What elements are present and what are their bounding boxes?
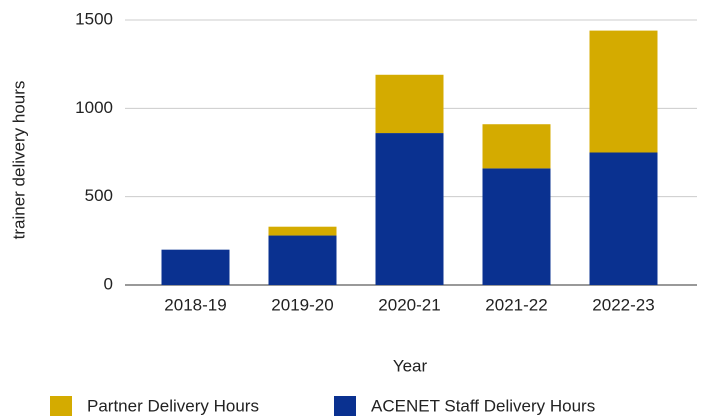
x-tick-label: 2022-23 (592, 295, 654, 314)
bar-segment (161, 249, 230, 285)
legend-label: Partner Delivery Hours (87, 396, 259, 415)
legend-label: ACENET Staff Delivery Hours (371, 396, 595, 415)
x-tick-label: 2020-21 (378, 295, 440, 314)
bar-segment (268, 226, 337, 236)
y-tick-label: 0 (104, 274, 113, 293)
bar-segment (482, 124, 551, 169)
legend-swatch (334, 396, 356, 416)
bar-segment (482, 168, 551, 285)
x-tick-label: 2018-19 (164, 295, 226, 314)
legend-swatch (50, 396, 72, 416)
y-tick-label: 1000 (75, 98, 113, 117)
bar-segment (589, 30, 658, 153)
bar-segment (375, 74, 444, 134)
x-axis-title: Year (393, 356, 428, 375)
y-axis-title: trainer delivery hours (9, 81, 28, 240)
bar-segment (268, 235, 337, 285)
x-tick-label: 2019-20 (271, 295, 333, 314)
y-tick-label: 500 (85, 186, 113, 205)
bar-segment (589, 152, 658, 285)
y-tick-label: 1500 (75, 9, 113, 28)
bar-segment (375, 133, 444, 285)
x-tick-label: 2021-22 (485, 295, 547, 314)
